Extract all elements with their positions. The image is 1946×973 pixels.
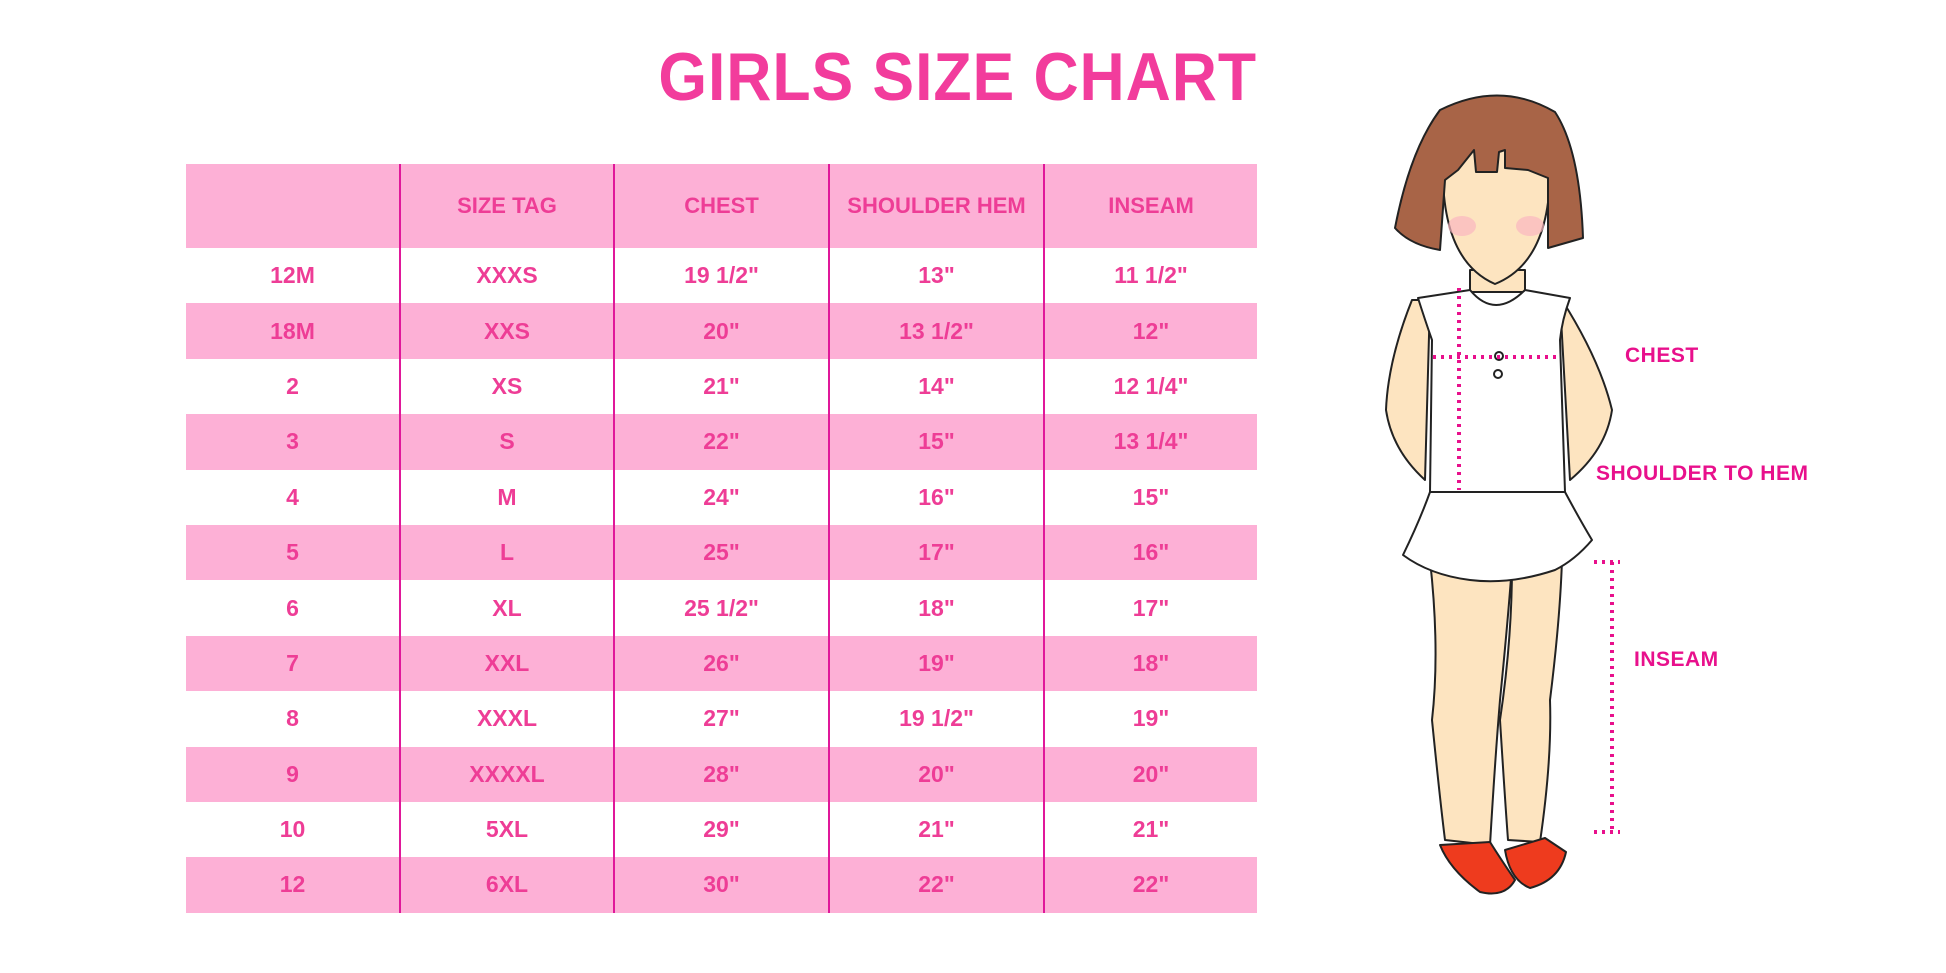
table-cell: XXXXL [399, 746, 614, 802]
table-cell: 24" [613, 469, 829, 525]
header-cell: SIZE TAG [399, 164, 614, 248]
table-row: 10 5XL 29" 21" 21" [186, 801, 1257, 858]
left-leg [1429, 559, 1513, 846]
size-chart-table: SIZE TAG CHEST SHOULDER HEM INSEAM 12M XX… [186, 164, 1257, 913]
table-cell: XL [399, 580, 614, 636]
table-cell: 10 [279, 816, 306, 843]
table-row: 12 6XL 30" 22" 22" [186, 857, 1257, 913]
table-cell: 19" [1043, 691, 1257, 747]
header-cell: CHEST [613, 164, 829, 248]
shoulder-to-hem-label: SHOULDER TO HEM [1596, 462, 1809, 485]
table-cell: 13 1/2" [828, 303, 1044, 359]
table-cell: 6 [286, 594, 299, 621]
table-row: 8 XXXL 27" 19 1/2" 19" [186, 691, 1257, 747]
table-row: 2 XS 21" 14" 12 1/4" [186, 358, 1257, 415]
table-cell: 20" [613, 303, 829, 359]
header-cell: INSEAM [1043, 164, 1257, 248]
table-cell: 4 [286, 483, 299, 510]
right-leg [1499, 559, 1563, 843]
table-cell: 28" [613, 746, 829, 802]
shirt [1417, 289, 1571, 493]
right-shoe [1504, 837, 1567, 889]
table-cell: 11 1/2" [1043, 248, 1257, 304]
table-row: 9 XXXXL 28" 20" 20" [186, 746, 1257, 802]
left-shoe [1439, 841, 1516, 895]
table-cell: 30" [613, 857, 829, 913]
table-cell: 22" [613, 414, 829, 470]
table-row: 12M XXXS 19 1/2" 13" 11 1/2" [186, 248, 1257, 304]
table-cell: L [399, 524, 614, 581]
table-cell: 12 [186, 857, 400, 913]
inseam-label: INSEAM [1634, 648, 1719, 671]
table-cell: 22" [828, 857, 1044, 913]
table-cell: XXL [399, 635, 614, 692]
table-row: 3 S 22" 15" 13 1/4" [186, 414, 1257, 470]
hair [1394, 94, 1584, 251]
table-cell: 29" [613, 801, 829, 858]
skirt [1402, 491, 1593, 583]
table-cell: 21" [828, 801, 1044, 858]
table-cell: 12 1/4" [1043, 358, 1257, 415]
table-cell: 13 1/4" [1043, 414, 1257, 470]
table-cell: 19" [828, 635, 1044, 692]
neck [1469, 269, 1526, 293]
header-cell [186, 164, 400, 248]
table-cell: S [399, 414, 614, 470]
table-cell: 3 [186, 414, 400, 470]
table-cell: XXXL [399, 691, 614, 747]
table-cell: 16" [1043, 524, 1257, 581]
table-cell: 25 1/2" [613, 580, 829, 636]
table-cell: 21" [1043, 801, 1257, 858]
table-cell: 17" [1043, 580, 1257, 636]
table-cell: 18" [828, 580, 1044, 636]
table-row: 6 XL 25 1/2" 18" 17" [186, 580, 1257, 636]
table-cell: XXS [399, 303, 614, 359]
table-cell: 21" [613, 358, 829, 415]
table-cell: 19 1/2" [613, 248, 829, 304]
table-cell: 13" [828, 248, 1044, 304]
table-cell: 6XL [399, 857, 614, 913]
table-cell: XXXS [399, 248, 614, 304]
table-cell: 20" [828, 746, 1044, 802]
table-cell: 25" [613, 524, 829, 581]
face [1441, 146, 1551, 285]
table-cell: XS [399, 358, 614, 415]
page-title: GIRLS SIZE CHART [658, 39, 1257, 115]
chest-label: CHEST [1625, 344, 1699, 367]
table-cell: 14" [828, 358, 1044, 415]
table-header-row: SIZE TAG CHEST SHOULDER HEM INSEAM [186, 164, 1257, 248]
table-cell: 8 [286, 705, 299, 732]
table-cell: 7 [186, 635, 400, 692]
left-arm [1385, 299, 1431, 481]
button [1493, 369, 1503, 379]
table-row: 5 L 25" 17" 16" [186, 524, 1257, 581]
table-row: 18M XXS 20" 13 1/2" 12" [186, 303, 1257, 359]
header-cell: SHOULDER HEM [828, 164, 1044, 248]
table-cell: 18M [186, 303, 400, 359]
table-cell: 15" [828, 414, 1044, 470]
table-cell: 19 1/2" [828, 691, 1044, 747]
table-cell: 27" [613, 691, 829, 747]
table-cell: 20" [1043, 746, 1257, 802]
table-cell: 26" [613, 635, 829, 692]
table-cell: 18" [1043, 635, 1257, 692]
table-cell: 17" [828, 524, 1044, 581]
table-cell: 22" [1043, 857, 1257, 913]
table-cell: 9 [186, 746, 400, 802]
table-cell: 12" [1043, 303, 1257, 359]
table-cell: 12M [270, 262, 315, 289]
table-row: 4 M 24" 16" 15" [186, 469, 1257, 525]
table-cell: 5XL [399, 801, 614, 858]
table-cell: 15" [1043, 469, 1257, 525]
table-row: 7 XXL 26" 19" 18" [186, 635, 1257, 692]
button [1494, 351, 1504, 361]
table-cell: 5 [186, 524, 400, 581]
right-arm [1559, 299, 1613, 481]
table-cell: 2 [286, 372, 299, 399]
table-cell: M [399, 469, 614, 525]
table-cell: 16" [828, 469, 1044, 525]
